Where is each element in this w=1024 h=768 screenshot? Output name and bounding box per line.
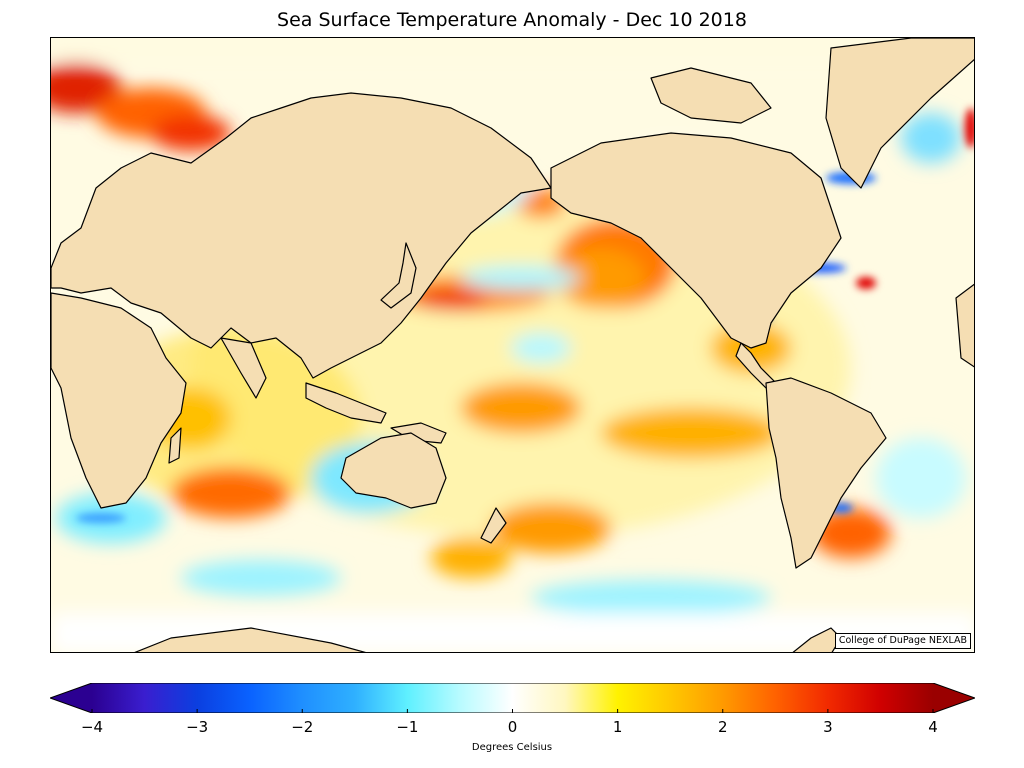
colorbar xyxy=(50,683,975,713)
land-eurasia xyxy=(51,92,552,379)
colorbar-tick-label: 0 xyxy=(507,718,518,736)
land-north-america xyxy=(550,132,842,349)
colorbar-tick-label: −3 xyxy=(186,718,209,736)
colorbar-extend-low xyxy=(50,683,92,713)
land-maritime-se-asia xyxy=(305,382,387,424)
land-madagascar xyxy=(168,427,182,464)
land-africa xyxy=(51,292,187,509)
colorbar-gradient xyxy=(92,683,933,713)
land-masses xyxy=(51,38,974,652)
colorbar-extend-high xyxy=(933,683,975,713)
colorbar-tick-label: 1 xyxy=(612,718,623,736)
map-title: Sea Surface Temperature Anomaly - Dec 10… xyxy=(277,9,747,31)
colorbar-tick-label: 3 xyxy=(823,718,833,736)
land-japan xyxy=(380,242,417,309)
sst-anomaly-map: College of DuPage NEXLAB xyxy=(50,37,975,653)
land-new-zealand xyxy=(480,507,507,544)
land-antarctica xyxy=(134,627,366,652)
colorbar-ticks xyxy=(91,709,934,713)
land-india xyxy=(220,337,267,399)
colorbar-tick-label: −1 xyxy=(396,718,419,736)
credit-label: College of DuPage NEXLAB xyxy=(834,633,971,649)
colorbar-tick-label: 4 xyxy=(928,718,938,736)
colorbar-label: Degrees Celsius xyxy=(471,742,553,753)
land-arctic-islands xyxy=(650,67,772,124)
land-australia xyxy=(340,432,447,509)
land-east-edge-africa xyxy=(955,283,974,368)
colorbar-tick-label: −2 xyxy=(291,718,314,736)
land-south-america xyxy=(765,377,887,569)
land-greenland xyxy=(825,38,974,189)
colorbar-tick-label: 2 xyxy=(717,718,728,736)
colorbar-tick-label: −4 xyxy=(80,718,104,736)
map-svg xyxy=(51,38,974,652)
